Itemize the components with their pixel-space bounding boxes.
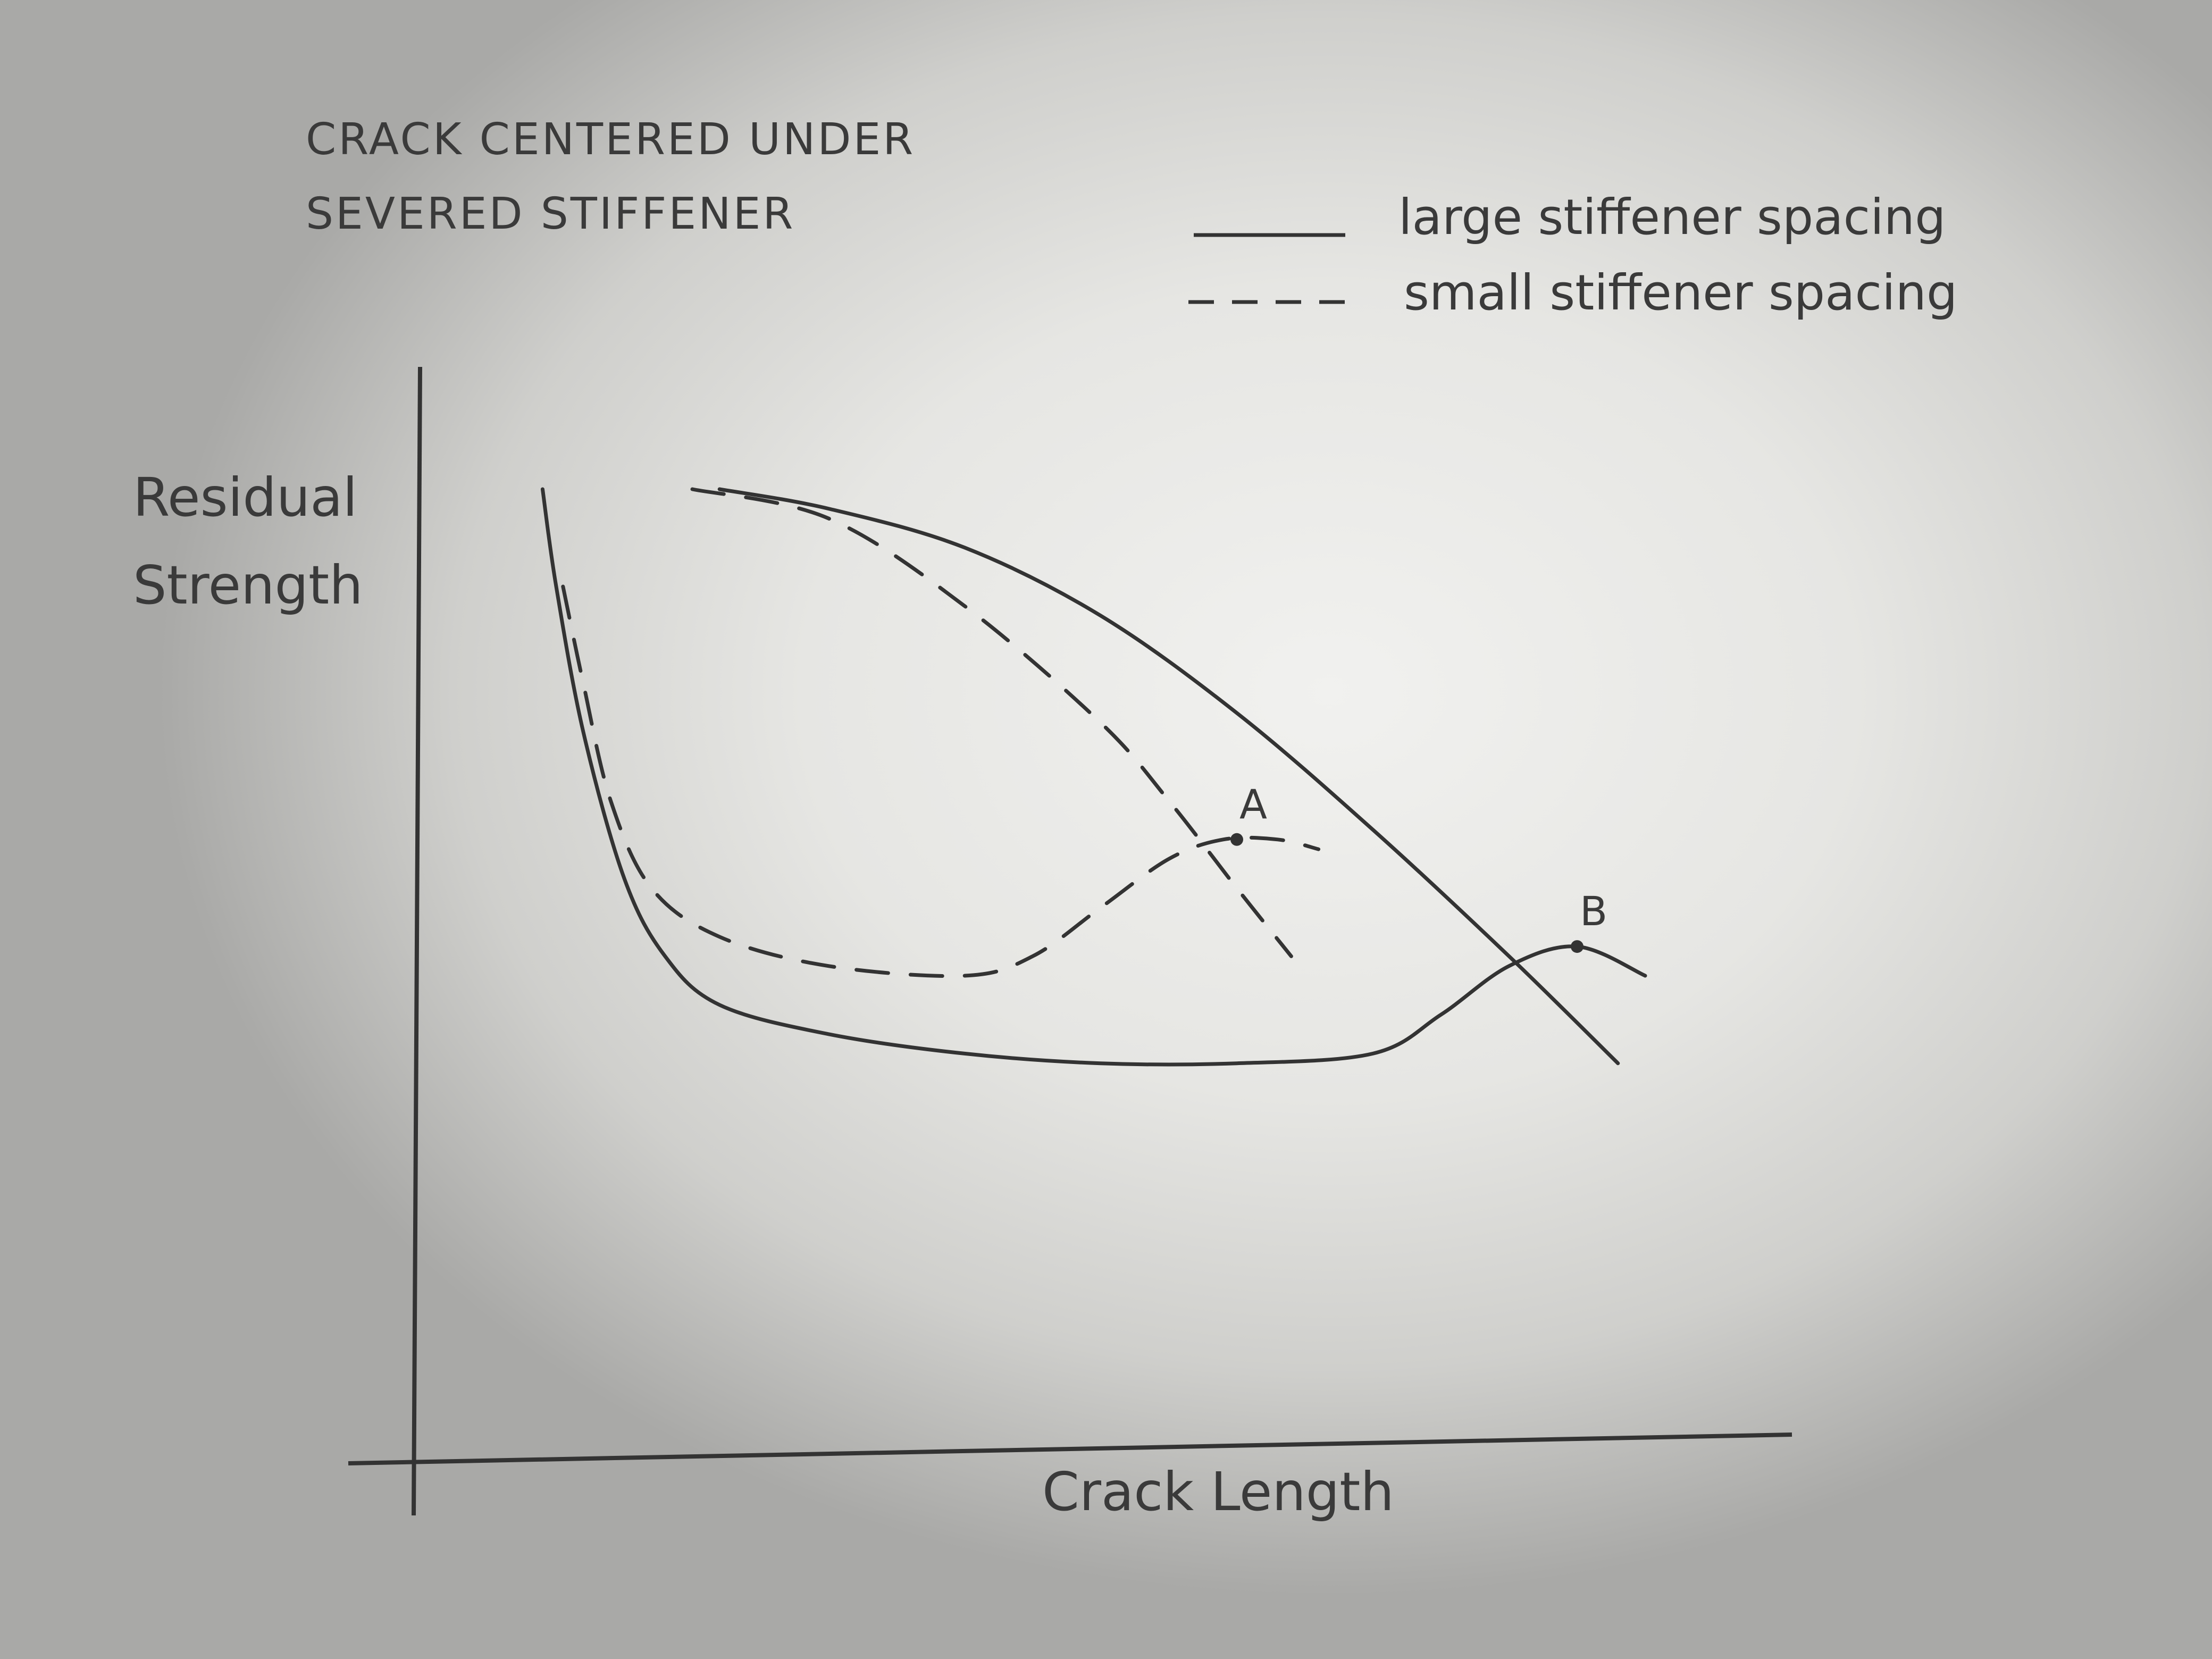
point-b-label: B — [1580, 887, 1607, 935]
chart-title-line-1: CRACK CENTERED UNDER — [306, 114, 915, 165]
large-spacing-curve-2 — [717, 487, 1620, 1066]
annotations-group: AB — [1230, 781, 1607, 953]
y-axis-label-line-1: Residual — [133, 466, 357, 529]
point-b-marker — [1571, 940, 1583, 953]
point-a-label: A — [1239, 781, 1267, 828]
small-spacing-curve-1 — [561, 584, 1321, 978]
curves-group — [540, 487, 1647, 1067]
point-a-marker — [1230, 833, 1243, 846]
legend: large stiffener spacing small stiffener … — [1188, 189, 1957, 321]
small-spacing-curve-2 — [690, 487, 1293, 958]
x-axis — [348, 1432, 1792, 1465]
legend-label-large: large stiffener spacing — [1398, 189, 1946, 246]
legend-label-small: small stiffener spacing — [1404, 264, 1957, 321]
y-axis — [412, 366, 422, 1516]
x-axis-label: Crack Length — [1042, 1461, 1394, 1523]
y-axis-label-line-2: Strength — [133, 554, 363, 616]
large-spacing-curve-1 — [540, 487, 1647, 1067]
chart-title-line-2: SEVERED STIFFENER — [306, 189, 795, 239]
